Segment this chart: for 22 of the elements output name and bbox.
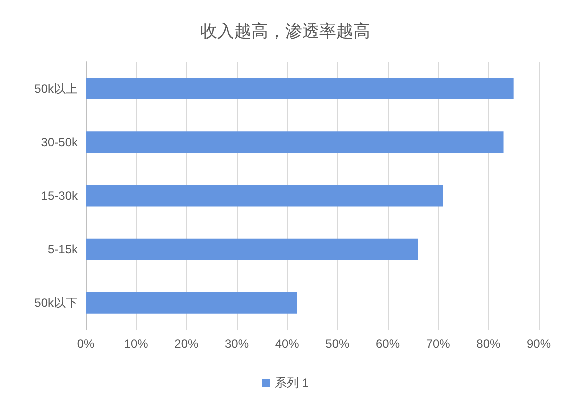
y-tick-label: 50k以上 bbox=[34, 82, 78, 96]
x-tick-label: 80% bbox=[476, 337, 501, 351]
x-tick-label: 40% bbox=[275, 337, 300, 351]
x-tick-label: 90% bbox=[526, 337, 552, 351]
y-tick-label: 15-30k bbox=[41, 189, 79, 203]
x-tick-label: 0% bbox=[77, 337, 95, 351]
y-tick-label: 30-50k bbox=[41, 135, 79, 150]
chart-title: 收入越高，渗透率越高 bbox=[200, 22, 370, 41]
legend-label: 系列 1 bbox=[274, 376, 310, 390]
y-tick-label: 50k以下 bbox=[34, 296, 78, 310]
y-tick-label: 5-15k bbox=[48, 242, 79, 257]
x-tick-label: 60% bbox=[376, 337, 400, 351]
x-tick-label: 30% bbox=[224, 337, 250, 351]
x-tick-label: 50% bbox=[326, 337, 350, 351]
bar bbox=[86, 238, 418, 260]
x-tick-label: 20% bbox=[174, 337, 199, 351]
x-tick-label: 10% bbox=[124, 337, 149, 351]
x-tick-label: 70% bbox=[426, 337, 451, 351]
bar bbox=[86, 292, 298, 314]
bar bbox=[86, 78, 514, 100]
bar bbox=[86, 185, 444, 207]
bar bbox=[86, 132, 504, 154]
